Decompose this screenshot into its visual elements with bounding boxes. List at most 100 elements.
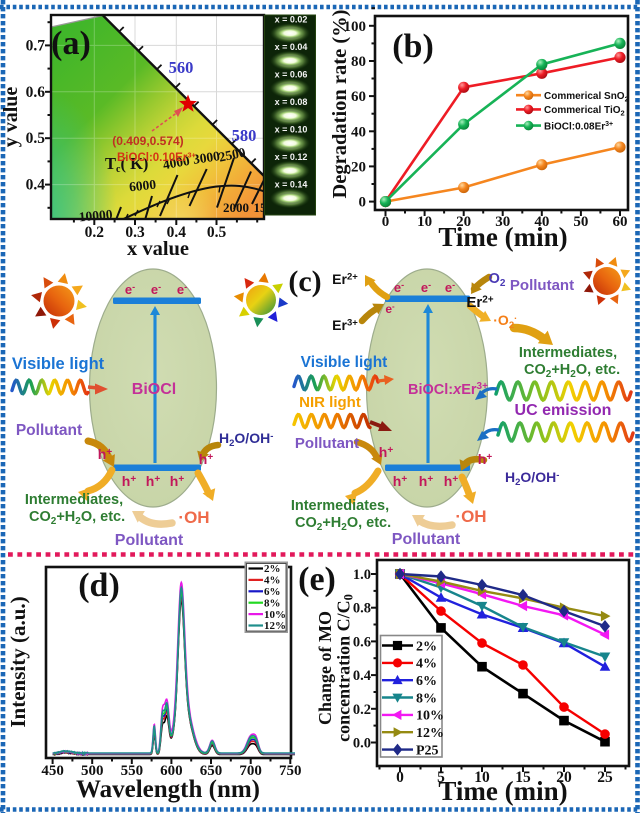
svg-text:BiOCl:0.10Er3+: BiOCl:0.10Er3+	[117, 151, 196, 165]
svg-text:0.4: 0.4	[353, 668, 371, 684]
svg-text:(c): (c)	[288, 265, 321, 298]
svg-text:·OH: ·OH	[455, 507, 486, 526]
svg-text:4000: 4000	[162, 153, 191, 173]
svg-text:Time (min): Time (min)	[438, 776, 567, 806]
svg-text:Pollutant: Pollutant	[295, 435, 359, 452]
svg-text:O2: O2	[489, 271, 506, 289]
svg-text:30: 30	[495, 214, 510, 230]
svg-text:4%: 4%	[264, 575, 281, 587]
svg-text:x = 0.04: x = 0.04	[275, 42, 308, 52]
svg-text:Degradation rate (%): Degradation rate (%)	[329, 9, 351, 198]
svg-text:580: 580	[232, 126, 257, 145]
svg-text:750: 750	[279, 763, 302, 779]
svg-text:Visible light: Visible light	[301, 354, 388, 371]
svg-text:0: 0	[396, 769, 404, 786]
svg-text:Time (min): Time (min)	[438, 222, 567, 252]
svg-text:550: 550	[121, 763, 144, 779]
svg-text:UC emission: UC emission	[515, 402, 612, 419]
svg-text:8%: 8%	[264, 597, 281, 609]
svg-text:Intensity (a.u.): Intensity (a.u.)	[6, 596, 30, 727]
svg-text:2%: 2%	[416, 639, 437, 654]
svg-text:0.6: 0.6	[26, 84, 46, 101]
svg-text:25: 25	[597, 769, 613, 786]
svg-text:5: 5	[437, 769, 445, 786]
svg-text:Wavelength (nm): Wavelength (nm)	[76, 776, 260, 803]
svg-text:Pollutant: Pollutant	[392, 531, 461, 548]
svg-text:(b): (b)	[392, 28, 434, 65]
svg-text:e-: e-	[394, 280, 404, 295]
svg-text:Er2+: Er2+	[332, 271, 358, 287]
svg-text:6%: 6%	[264, 586, 281, 598]
svg-text:0.4: 0.4	[167, 224, 187, 241]
svg-text:·O2.: ·O2.	[493, 311, 517, 331]
svg-text:e-: e-	[151, 282, 161, 297]
svg-text:x = 0.06: x = 0.06	[275, 70, 308, 80]
svg-text:3000: 3000	[192, 148, 221, 167]
svg-text:0.2: 0.2	[85, 224, 105, 241]
svg-text:BiOCl:0.08Er3+: BiOCl:0.08Er3+	[544, 121, 613, 133]
svg-text:100: 100	[344, 19, 367, 35]
svg-text:0.6: 0.6	[353, 634, 371, 650]
svg-text:h+: h+	[478, 451, 493, 467]
svg-text:concentration C/C0: concentration C/C0	[334, 594, 356, 742]
svg-text:Pollutant: Pollutant	[115, 532, 184, 549]
svg-text:x = 0.10: x = 0.10	[275, 125, 308, 135]
svg-text:x = 0.14: x = 0.14	[275, 180, 308, 190]
svg-text:12%: 12%	[264, 620, 286, 632]
svg-text:Change of MO: Change of MO	[315, 611, 335, 725]
svg-text:x value: x value	[127, 238, 189, 260]
svg-text:20: 20	[351, 159, 366, 175]
svg-text:Commerical TiO2: Commerical TiO2	[544, 105, 625, 118]
svg-text:Pollutant: Pollutant	[16, 422, 82, 439]
svg-text:500: 500	[81, 763, 104, 779]
svg-text:x = 0.08: x = 0.08	[275, 97, 308, 107]
svg-text:10: 10	[474, 769, 490, 786]
svg-text:H2O/OH-: H2O/OH-	[505, 469, 559, 488]
svg-text:CO2+H2O, etc.: CO2+H2O, etc.	[524, 362, 620, 380]
svg-text:80: 80	[351, 54, 366, 70]
svg-text:e-: e-	[445, 280, 455, 295]
svg-text:(d): (d)	[78, 567, 120, 604]
svg-text:Tc( K): Tc( K)	[105, 154, 148, 175]
svg-text:Er3+: Er3+	[332, 317, 358, 333]
svg-text:0.4: 0.4	[26, 177, 46, 194]
svg-text:CO2+H2O, etc.: CO2+H2O, etc.	[29, 509, 125, 527]
svg-text:y value: y value	[0, 87, 22, 148]
svg-text:H2O/OH-: H2O/OH-	[219, 430, 273, 449]
svg-text:10%: 10%	[264, 609, 286, 621]
svg-text:2000: 2000	[223, 200, 249, 215]
svg-text:CO2+H2O, etc.: CO2+H2O, etc.	[295, 515, 391, 533]
svg-text:e-: e-	[421, 280, 431, 295]
svg-text:8%: 8%	[416, 691, 437, 706]
svg-text:P25: P25	[416, 743, 439, 758]
svg-text:15: 15	[515, 769, 531, 786]
svg-text:40: 40	[351, 124, 366, 140]
svg-text:Pollutant: Pollutant	[510, 277, 574, 294]
svg-text:Intermediates,: Intermediates,	[291, 498, 389, 514]
svg-text:20: 20	[556, 769, 572, 786]
svg-text:10: 10	[417, 214, 432, 230]
svg-text:NIR light: NIR light	[299, 394, 361, 411]
svg-text:2500: 2500	[217, 144, 247, 164]
svg-text:600: 600	[160, 763, 183, 779]
svg-text:2%: 2%	[264, 563, 281, 575]
svg-text:0.7: 0.7	[26, 37, 46, 54]
svg-text:0.0: 0.0	[353, 736, 371, 752]
svg-text:650: 650	[200, 763, 223, 779]
svg-text:60: 60	[351, 89, 366, 105]
svg-text:x = 0.02: x = 0.02	[275, 15, 308, 25]
svg-text:Er2+: Er2+	[466, 294, 493, 311]
svg-text:e-: e-	[385, 302, 395, 316]
svg-text:0.5: 0.5	[26, 130, 46, 147]
svg-text:4%: 4%	[416, 657, 437, 672]
svg-text:450: 450	[41, 763, 64, 779]
svg-text:0: 0	[359, 195, 367, 211]
svg-text:10000: 10000	[78, 207, 113, 225]
svg-text:Intermediates,: Intermediates,	[25, 492, 123, 508]
svg-text:(e): (e)	[298, 561, 336, 598]
svg-text:0.2: 0.2	[353, 702, 371, 718]
svg-text:x = 0.12: x = 0.12	[275, 152, 308, 162]
svg-text:0: 0	[382, 214, 390, 230]
svg-text:0.5: 0.5	[207, 224, 227, 241]
svg-text:560: 560	[169, 58, 194, 77]
